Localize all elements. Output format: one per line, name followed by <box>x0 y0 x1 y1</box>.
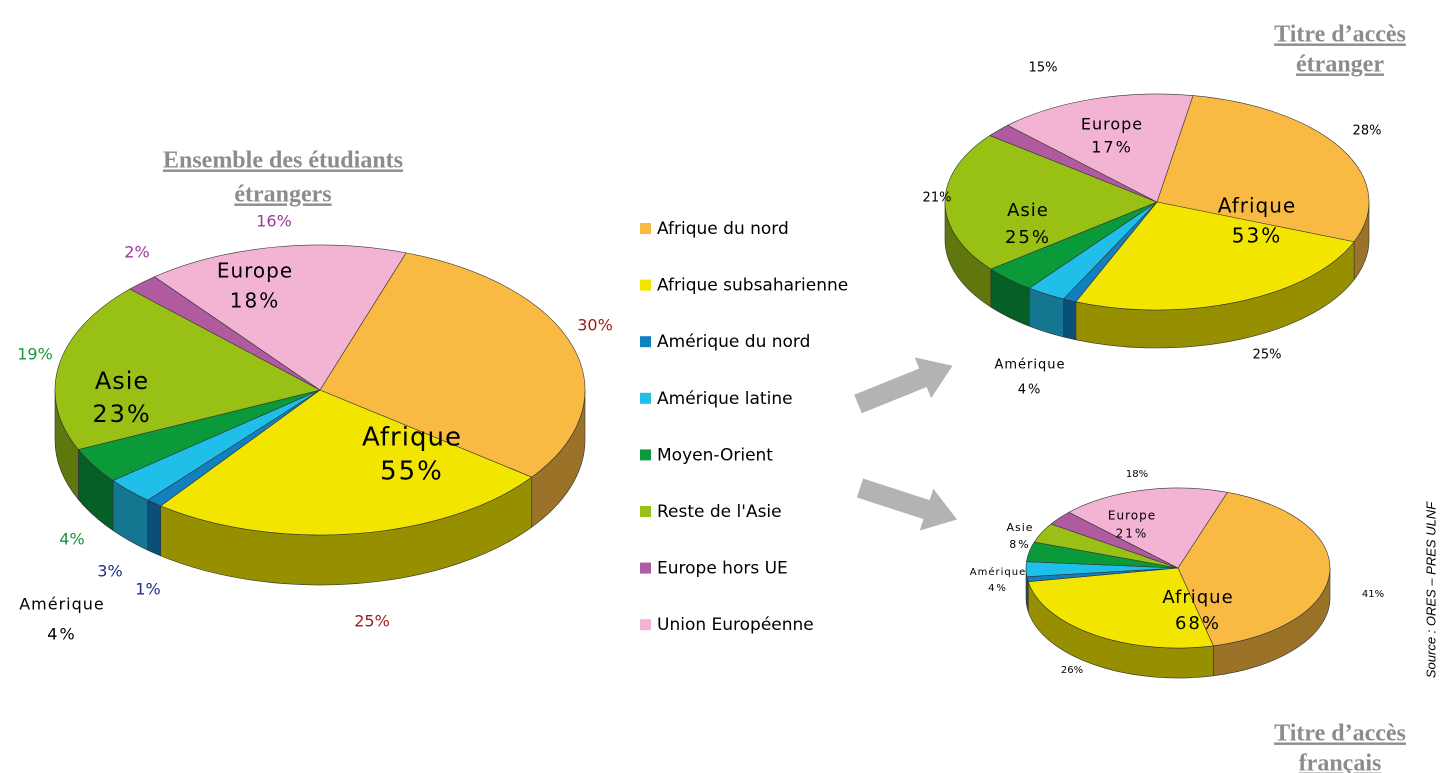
legend-label: Afrique du nord <box>657 219 789 239</box>
legend-label: Afrique subsaharienne <box>657 276 848 296</box>
legend-label: Reste de l'Asie <box>657 502 782 522</box>
group-name: Asie <box>95 367 149 395</box>
slice-label: 21% <box>923 191 952 206</box>
group-name: Amérique <box>970 566 1026 578</box>
group-name: Afrique <box>1218 194 1296 218</box>
group-name: Afrique <box>362 423 462 453</box>
group-value: 8% <box>1009 538 1030 551</box>
legend-swatch <box>640 223 651 234</box>
group-name: Amérique <box>994 358 1065 373</box>
legend-swatch <box>640 279 651 291</box>
legend-label: Europe hors UE <box>657 559 788 579</box>
group-value: 21% <box>1116 527 1149 541</box>
slice-label: 3% <box>97 562 122 581</box>
group-value: 55% <box>380 457 444 487</box>
slice-label: 16% <box>256 212 292 231</box>
arrow <box>856 478 958 531</box>
pie-slice <box>153 244 407 391</box>
chart-title: français <box>1299 751 1382 773</box>
pie-slice <box>54 288 321 450</box>
slice-label: 18% <box>1126 469 1148 480</box>
slice-label: 41% <box>1362 589 1384 600</box>
slice-label: 25% <box>1253 348 1282 363</box>
slice-label: 4% <box>59 530 84 549</box>
pie <box>944 93 1370 349</box>
legend-label: Amérique latine <box>657 389 793 409</box>
legend-swatch <box>640 449 651 461</box>
group-name: Europe <box>1108 509 1156 523</box>
slice-label: 19% <box>17 345 53 364</box>
slice-label: 2% <box>124 243 149 262</box>
pie <box>54 244 586 586</box>
pie-slice <box>319 252 586 478</box>
group-name: Europe <box>217 259 293 283</box>
slice-label: 28% <box>1353 124 1382 139</box>
pie-slice <box>1156 95 1370 243</box>
group-name: Amérique <box>19 595 105 614</box>
slice-label: 30% <box>577 316 613 335</box>
pie-slice <box>944 135 1158 270</box>
group-value: 18% <box>230 289 280 313</box>
legend-swatch <box>640 506 651 517</box>
group-value: 17% <box>1091 138 1133 157</box>
legend-label: Moyen-Orient <box>657 445 773 465</box>
group-value: 4% <box>988 583 1008 594</box>
group-value: 25% <box>1005 227 1051 248</box>
group-value: 68% <box>1175 613 1221 634</box>
pie-side <box>147 499 161 557</box>
slice-label: 25% <box>354 612 390 631</box>
arrows <box>854 357 958 531</box>
pie-slice <box>1075 201 1355 311</box>
legend-swatch <box>640 619 651 631</box>
group-name: Europe <box>1081 115 1143 134</box>
legend-swatch <box>640 336 651 348</box>
chart-title: Titre d’accès <box>1274 22 1406 48</box>
slice-label: 15% <box>1029 61 1058 76</box>
legend-swatch <box>640 392 651 404</box>
source: Source : ORES – PRES ULNF <box>1423 501 1438 678</box>
chart-title: Titre d’accès <box>1274 721 1406 747</box>
pie-slice <box>1177 492 1331 647</box>
pie-side <box>1063 298 1077 341</box>
arrow <box>854 357 953 414</box>
group-value: 4% <box>1018 383 1043 398</box>
pie-slice <box>1027 567 1214 649</box>
pie <box>1025 487 1331 679</box>
group-value: 23% <box>92 400 151 428</box>
chart-title: Ensemble des étudiants <box>163 148 403 174</box>
pie-slice <box>160 389 533 536</box>
group-value: 4% <box>47 625 76 644</box>
group-name: Asie <box>1007 200 1049 221</box>
group-name: Afrique <box>1162 587 1233 608</box>
chart-title: étrangers <box>234 182 331 208</box>
group-name: Asie <box>1006 521 1033 534</box>
pie-slice <box>1068 487 1228 569</box>
legend-label: Amérique du nord <box>657 332 810 352</box>
slice-label: 1% <box>135 580 160 599</box>
slice-label: 26% <box>1061 665 1083 676</box>
legend-swatch <box>640 562 651 574</box>
legend-label: Union Européenne <box>657 615 814 635</box>
chart-title: étranger <box>1296 52 1384 78</box>
pie-slice <box>1007 93 1194 203</box>
group-value: 53% <box>1232 224 1282 248</box>
